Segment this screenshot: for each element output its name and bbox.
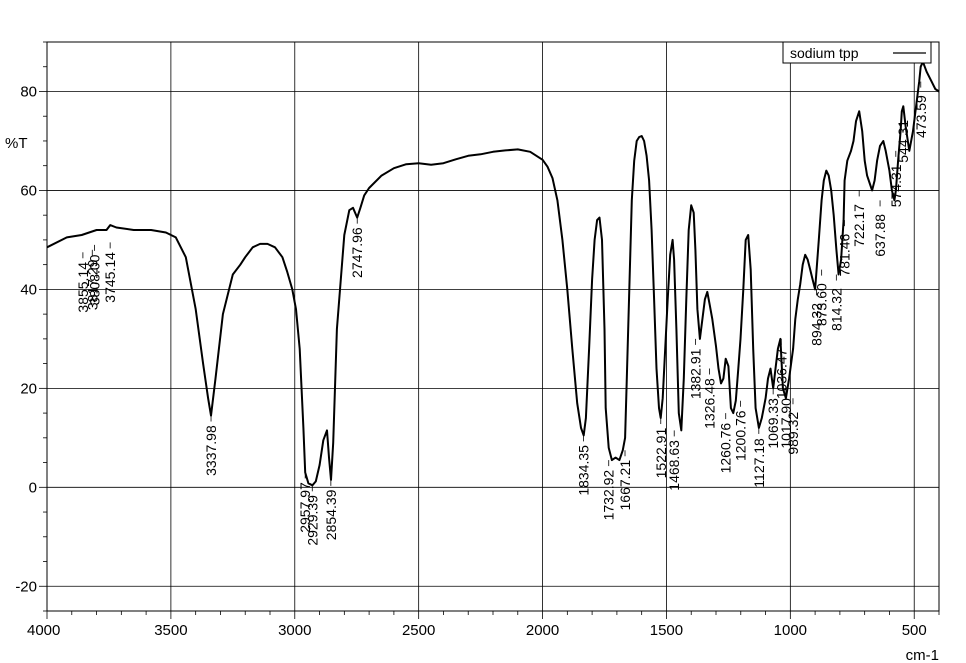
y-tick-label: 80	[20, 83, 37, 100]
grid	[47, 42, 939, 611]
peak-label: 574.31	[888, 164, 904, 207]
peak-label: 473.59	[913, 95, 929, 138]
peak-label: 2854.39	[323, 489, 339, 540]
spectrum-line	[46, 60, 940, 487]
peak-label: 1200.76	[733, 410, 749, 461]
axes: 4000 3500 3000 2500 2000 1500 1000 500 -20 0 20 40 6…	[15, 41, 940, 639]
peak-label: 814.32	[828, 288, 844, 331]
peak-label: 2747.96	[349, 227, 365, 278]
plot-frame	[46, 41, 940, 612]
peak-label: 3745.14	[102, 252, 118, 303]
x-tick-label: 1000	[774, 622, 807, 639]
peak-label: 1036.47	[773, 348, 789, 399]
series-lines	[46, 60, 940, 487]
peak-label: 1732.92	[601, 470, 617, 521]
peak-label: 3817.29	[84, 259, 100, 310]
y-tick-label: 60	[20, 182, 37, 199]
x-tick-label: 2000	[526, 622, 559, 639]
x-tick-label: 500	[902, 622, 927, 639]
peak-label: 1834.35	[576, 445, 592, 496]
x-axis-label: cm-1	[906, 647, 939, 663]
peak-label: 1667.21	[617, 460, 633, 511]
peak-label: 1127.18	[751, 438, 767, 488]
peak-label: 894.32	[809, 303, 825, 346]
peak-label: 1260.76	[718, 423, 734, 474]
peak-label: 1382.91	[687, 348, 703, 399]
y-tick-label: 40	[20, 281, 37, 298]
peak-label: 544.31	[895, 120, 911, 163]
peak-label: 989.32	[785, 412, 801, 455]
x-tick-label: 3000	[278, 622, 311, 639]
peak-label: 3855.14	[75, 262, 91, 313]
legend-box	[782, 41, 932, 64]
peak-label: 1017.90	[778, 398, 794, 449]
peak-label: 2929.39	[304, 495, 320, 546]
y-tick-label: 20	[20, 380, 37, 397]
y-tick-label: -20	[15, 578, 37, 595]
x-tick-label: 4000	[27, 622, 60, 639]
peak-label: 3808.00	[87, 254, 103, 305]
peak-label: 781.46	[836, 234, 852, 277]
peak-label: 637.88	[872, 214, 888, 257]
peak-label: 873.60	[814, 283, 830, 326]
legend-label: sodium tpp	[790, 45, 859, 61]
peak-label: 1326.48	[701, 378, 717, 429]
x-tick-label: 3500	[154, 622, 187, 639]
peak-label: 1069.33	[765, 398, 781, 449]
y-axis-label: %T	[5, 135, 28, 152]
peak-label: 3337.98	[203, 425, 219, 476]
peak-label: 1468.63	[666, 440, 682, 491]
x-tick-label: 1500	[650, 622, 683, 639]
peak-label: 1522.91	[653, 428, 669, 479]
peak-label: 2957.97	[297, 482, 313, 533]
legend: sodium tpp	[782, 41, 932, 64]
y-tick-label: 0	[29, 479, 37, 496]
x-tick-label: 2500	[402, 622, 435, 639]
peak-label: 722.17	[851, 204, 867, 247]
